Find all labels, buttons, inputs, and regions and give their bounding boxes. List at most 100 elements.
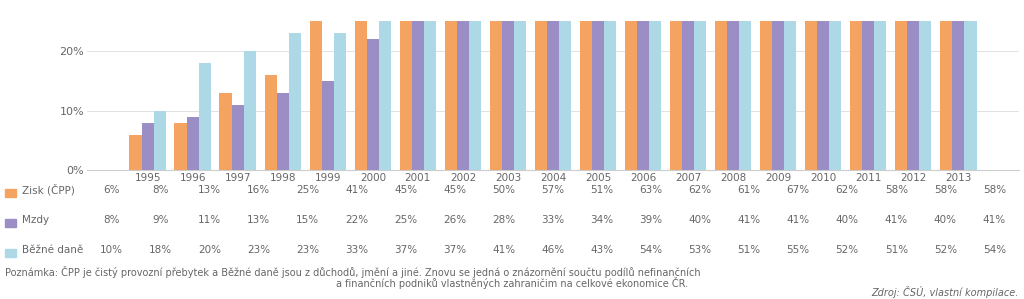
Text: 22%: 22% xyxy=(345,215,369,225)
Text: 33%: 33% xyxy=(345,245,369,255)
Bar xyxy=(354,0,367,170)
Text: 41%: 41% xyxy=(345,185,369,195)
Bar xyxy=(334,33,346,170)
Text: 62%: 62% xyxy=(836,185,859,195)
Text: 41%: 41% xyxy=(983,215,1006,225)
Bar xyxy=(940,0,952,170)
Bar xyxy=(489,0,502,170)
Text: 45%: 45% xyxy=(394,185,418,195)
Text: 28%: 28% xyxy=(493,215,515,225)
Bar xyxy=(874,0,887,170)
Text: 9%: 9% xyxy=(153,215,169,225)
Bar xyxy=(805,0,817,170)
Bar xyxy=(244,51,256,170)
Bar xyxy=(502,3,514,170)
Bar xyxy=(760,0,772,170)
Bar xyxy=(535,0,547,170)
Text: a finančních podniků vlastněných zahraničim na celkové ekonomice ČR.: a finančních podniků vlastněných zahrani… xyxy=(336,277,688,289)
Text: Mzdy: Mzdy xyxy=(22,215,48,225)
Text: 52%: 52% xyxy=(934,245,956,255)
Text: 25%: 25% xyxy=(394,215,418,225)
Text: 41%: 41% xyxy=(885,215,908,225)
Bar xyxy=(186,117,199,170)
Bar xyxy=(219,93,231,170)
Text: 37%: 37% xyxy=(443,245,467,255)
Bar xyxy=(682,0,694,170)
Text: 63%: 63% xyxy=(639,185,663,195)
Bar xyxy=(129,135,141,170)
Bar xyxy=(920,0,932,170)
Bar xyxy=(727,0,739,170)
Bar xyxy=(772,0,784,170)
Text: 8%: 8% xyxy=(103,215,120,225)
Text: 10%: 10% xyxy=(100,245,123,255)
Bar xyxy=(469,0,481,170)
Bar xyxy=(309,21,322,170)
Text: 51%: 51% xyxy=(591,185,613,195)
Text: 34%: 34% xyxy=(591,215,613,225)
Text: 15%: 15% xyxy=(296,215,319,225)
Text: 40%: 40% xyxy=(934,215,956,225)
Bar xyxy=(625,0,637,170)
Bar xyxy=(739,0,752,170)
Bar xyxy=(952,0,965,170)
Text: 13%: 13% xyxy=(198,185,221,195)
Bar xyxy=(817,0,829,170)
Bar xyxy=(399,0,412,170)
Text: 40%: 40% xyxy=(836,215,859,225)
Text: 18%: 18% xyxy=(150,245,172,255)
Text: Běžné daně: Běžné daně xyxy=(22,245,83,255)
Bar xyxy=(580,0,592,170)
Bar xyxy=(907,0,920,170)
Bar xyxy=(715,0,727,170)
Text: Zisk (ČPP): Zisk (ČPP) xyxy=(22,184,75,196)
Text: 16%: 16% xyxy=(247,185,270,195)
Text: Zdroj: ČSÚ, vlastní kompilace.: Zdroj: ČSÚ, vlastní kompilace. xyxy=(871,286,1019,298)
Bar xyxy=(604,0,616,170)
Text: 67%: 67% xyxy=(786,185,810,195)
Bar xyxy=(559,0,571,170)
Text: 54%: 54% xyxy=(983,245,1006,255)
Bar xyxy=(289,33,301,170)
Text: 23%: 23% xyxy=(247,245,270,255)
Text: 8%: 8% xyxy=(153,185,169,195)
Text: 13%: 13% xyxy=(247,215,270,225)
Text: 40%: 40% xyxy=(688,215,712,225)
Text: 52%: 52% xyxy=(836,245,859,255)
Text: 55%: 55% xyxy=(786,245,810,255)
Bar xyxy=(592,0,604,170)
Bar xyxy=(174,123,186,170)
Text: 58%: 58% xyxy=(934,185,956,195)
Bar xyxy=(547,0,559,170)
Text: 53%: 53% xyxy=(688,245,712,255)
Bar xyxy=(670,0,682,170)
Bar xyxy=(895,0,907,170)
Text: 51%: 51% xyxy=(737,245,761,255)
Text: 20%: 20% xyxy=(199,245,221,255)
Text: 45%: 45% xyxy=(443,185,467,195)
Bar xyxy=(231,105,244,170)
Text: 33%: 33% xyxy=(542,215,564,225)
Text: 57%: 57% xyxy=(542,185,564,195)
Bar xyxy=(322,81,334,170)
Text: 54%: 54% xyxy=(639,245,663,255)
Bar xyxy=(367,39,379,170)
Bar xyxy=(514,0,526,170)
Text: 43%: 43% xyxy=(591,245,613,255)
Bar xyxy=(694,0,707,170)
Bar xyxy=(379,0,391,170)
Text: 51%: 51% xyxy=(885,245,908,255)
Bar xyxy=(276,93,289,170)
Bar xyxy=(965,0,977,170)
Bar xyxy=(457,15,469,170)
Text: 58%: 58% xyxy=(983,185,1006,195)
Bar xyxy=(264,75,276,170)
Text: 61%: 61% xyxy=(737,185,761,195)
Bar xyxy=(424,0,436,170)
Text: 41%: 41% xyxy=(493,245,515,255)
Bar xyxy=(862,0,874,170)
Bar xyxy=(444,0,457,170)
Text: 41%: 41% xyxy=(786,215,810,225)
Bar xyxy=(199,63,211,170)
Bar xyxy=(829,0,842,170)
